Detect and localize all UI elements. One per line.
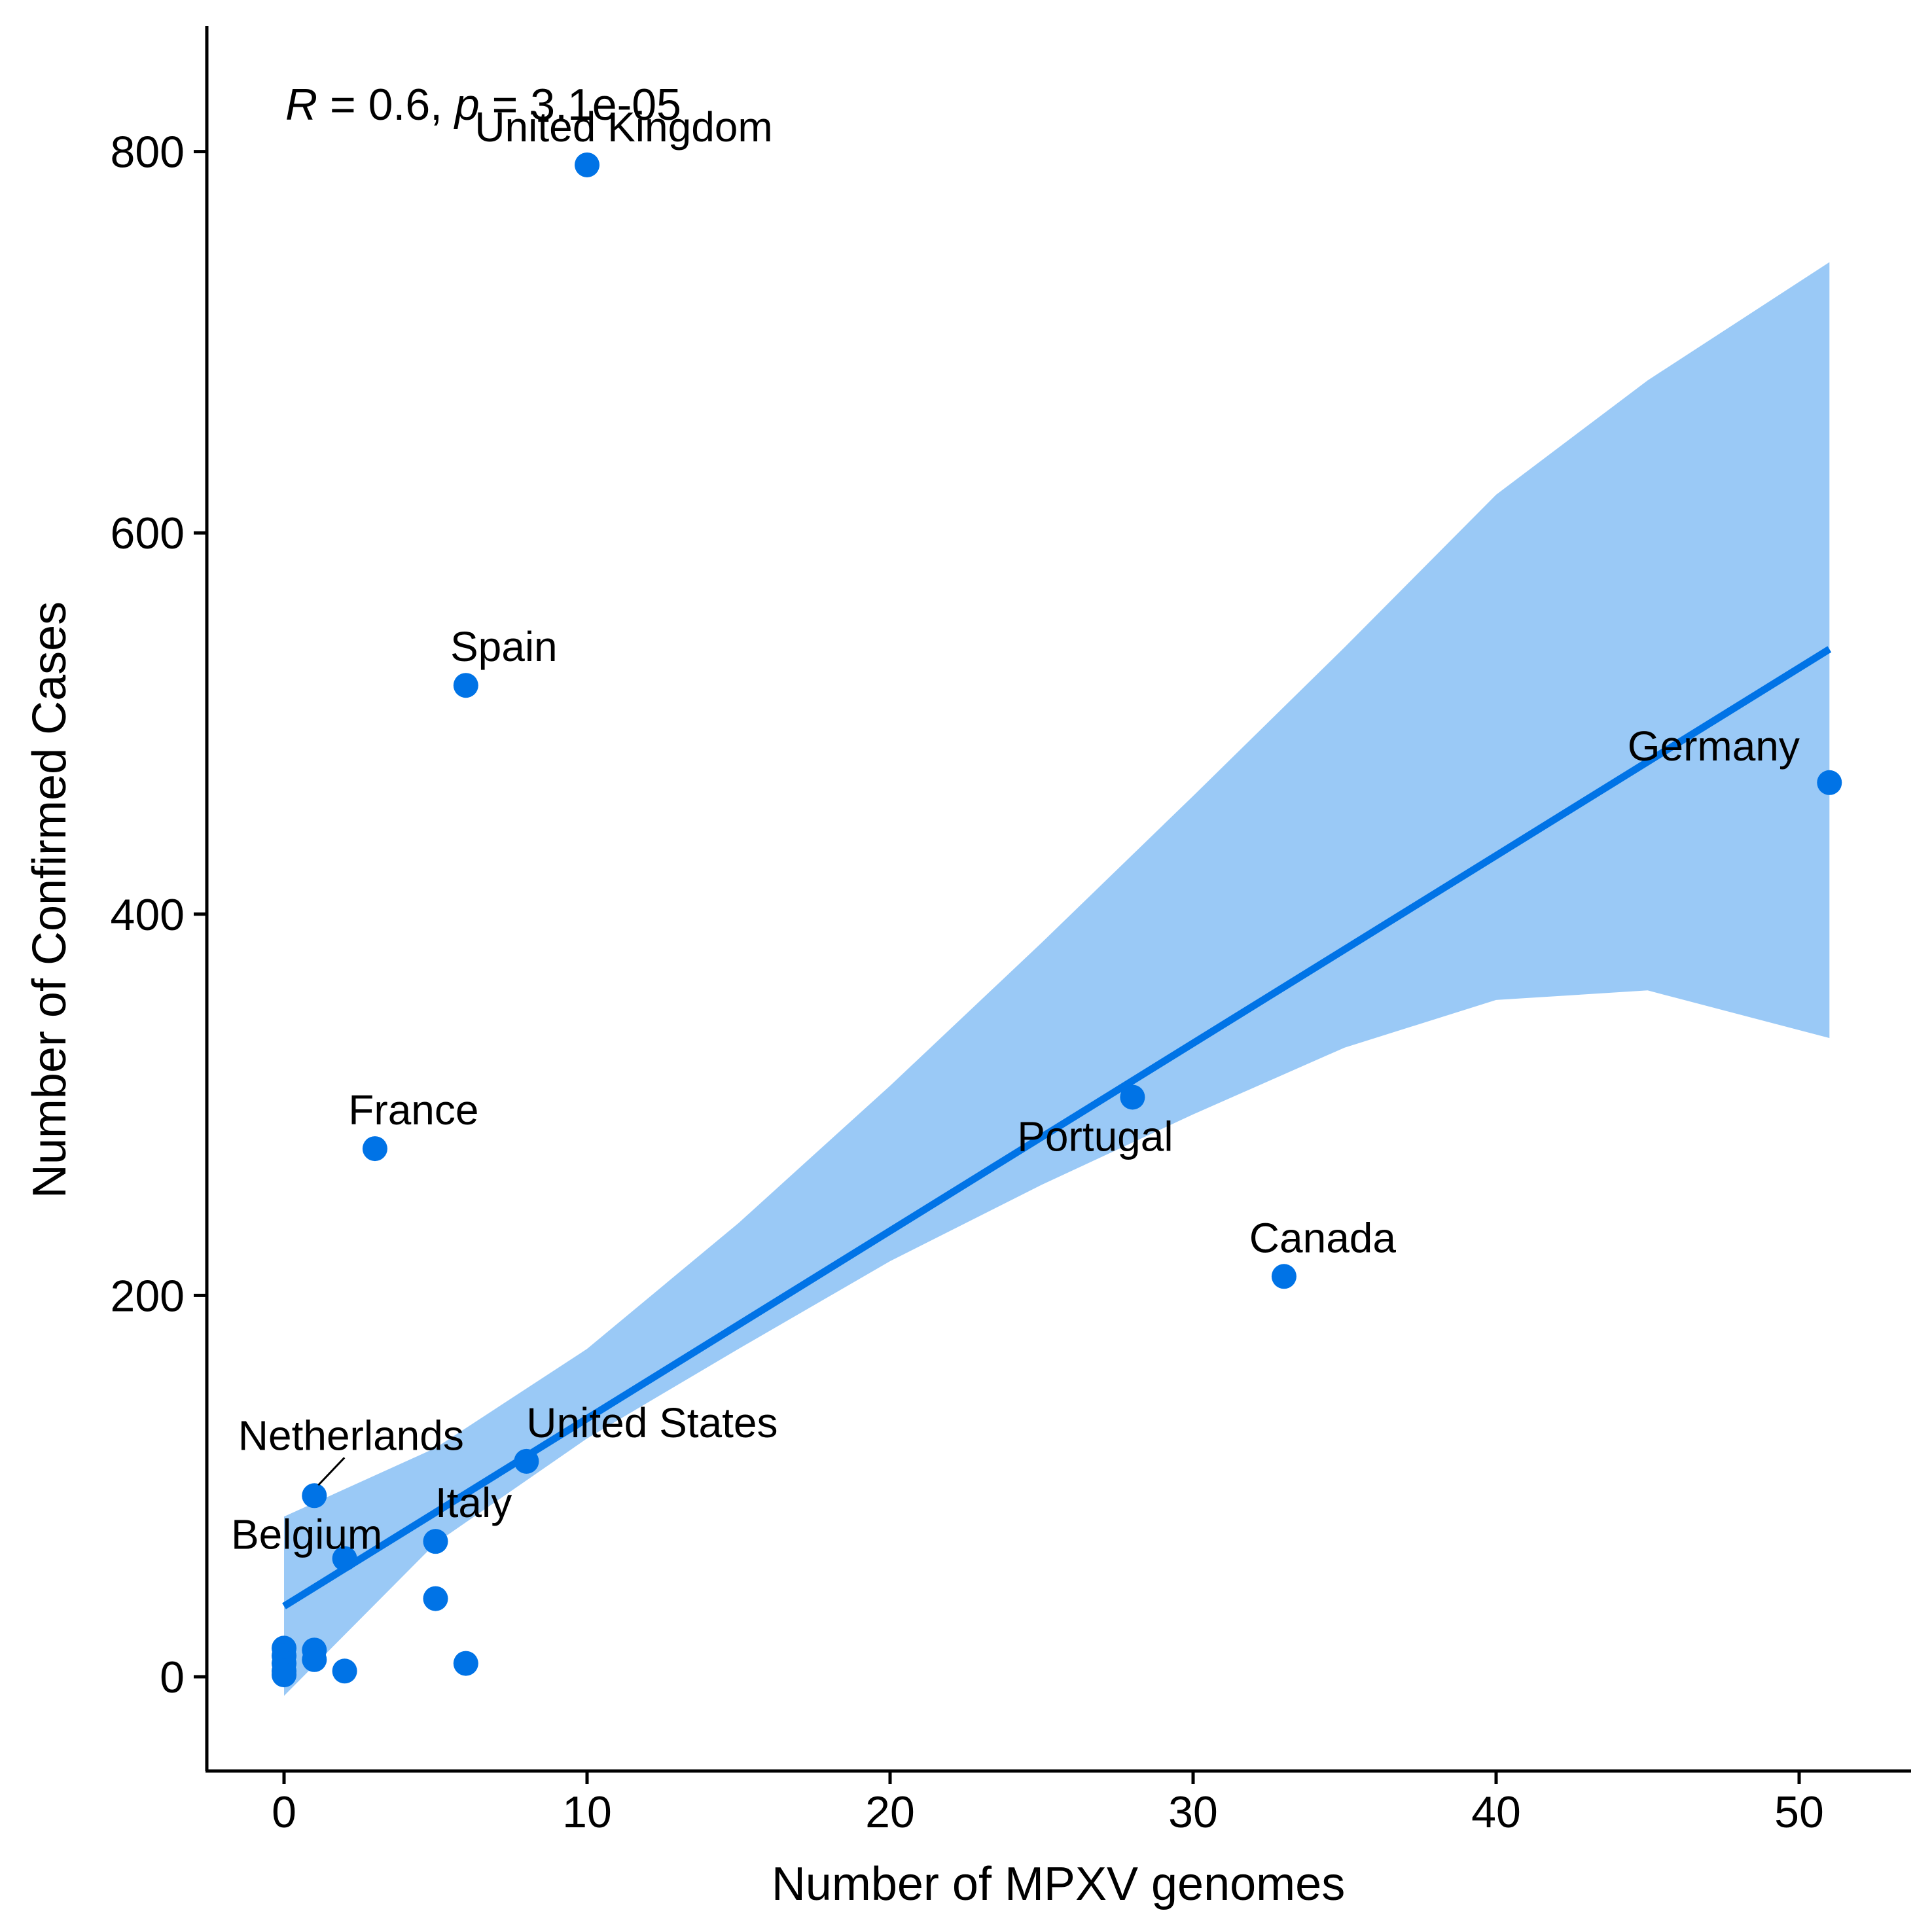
data-point bbox=[453, 673, 478, 698]
point-label: Germany bbox=[1628, 723, 1800, 770]
y-tick-label: 200 bbox=[111, 1271, 185, 1321]
point-label: United Kingdom bbox=[474, 103, 772, 151]
point-label: Italy bbox=[435, 1479, 512, 1526]
x-tick-label: 20 bbox=[865, 1787, 915, 1837]
data-point bbox=[302, 1647, 327, 1672]
point-label: United States bbox=[526, 1399, 778, 1446]
p-value: = 3.1e-05 bbox=[480, 80, 681, 130]
data-point bbox=[575, 152, 599, 177]
data-point bbox=[514, 1448, 539, 1474]
point-label: France bbox=[348, 1086, 478, 1134]
data-point bbox=[332, 1658, 357, 1684]
point-label: Portugal bbox=[1017, 1113, 1173, 1160]
p-symbol: p bbox=[454, 80, 480, 130]
r-value: = 0.6, bbox=[317, 80, 455, 130]
y-tick-label: 600 bbox=[111, 509, 185, 558]
data-point bbox=[1120, 1084, 1145, 1110]
x-axis-title: Number of MPXV genomes bbox=[772, 1858, 1345, 1910]
point-label: Spain bbox=[450, 623, 558, 670]
point-label: Netherlands bbox=[238, 1412, 464, 1459]
y-tick-label: 800 bbox=[111, 128, 185, 177]
confidence-band-layer bbox=[284, 262, 1830, 1696]
data-point bbox=[423, 1586, 448, 1611]
y-axis-title: Number of Confirmed Cases bbox=[24, 601, 76, 1198]
x-tick-label: 30 bbox=[1168, 1787, 1218, 1837]
data-point bbox=[423, 1529, 448, 1554]
point-label: Canada bbox=[1249, 1214, 1397, 1261]
y-tick-label: 0 bbox=[160, 1653, 185, 1702]
regression-line bbox=[282, 646, 1832, 1609]
r-symbol: R bbox=[285, 80, 317, 130]
y-tick-label: 400 bbox=[111, 890, 185, 940]
correlation-annotation: R = 0.6, p = 3.1e-05 bbox=[285, 80, 681, 130]
x-tick-label: 0 bbox=[272, 1787, 296, 1837]
data-point bbox=[362, 1136, 387, 1162]
point-labels-layer: United Kingdom Spain Germany Portugal France… bbox=[231, 103, 1800, 1558]
x-tick-label: 40 bbox=[1471, 1787, 1521, 1837]
axes-layer: 0 10 20 30 40 50 0 200 400 600 800 bbox=[111, 26, 1911, 1837]
data-point bbox=[272, 1662, 296, 1688]
label-leader-line bbox=[317, 1457, 346, 1486]
data-points-layer bbox=[272, 152, 1842, 1688]
regression-line-layer bbox=[282, 646, 1832, 1609]
point-label: Belgium bbox=[231, 1511, 382, 1558]
confidence-band bbox=[284, 262, 1830, 1696]
x-tick-label: 10 bbox=[562, 1787, 612, 1837]
data-point bbox=[1817, 770, 1842, 795]
data-point bbox=[453, 1651, 478, 1676]
data-point bbox=[332, 1546, 357, 1571]
data-point bbox=[1271, 1264, 1297, 1289]
x-tick-label: 50 bbox=[1774, 1787, 1824, 1837]
data-point bbox=[302, 1483, 327, 1509]
